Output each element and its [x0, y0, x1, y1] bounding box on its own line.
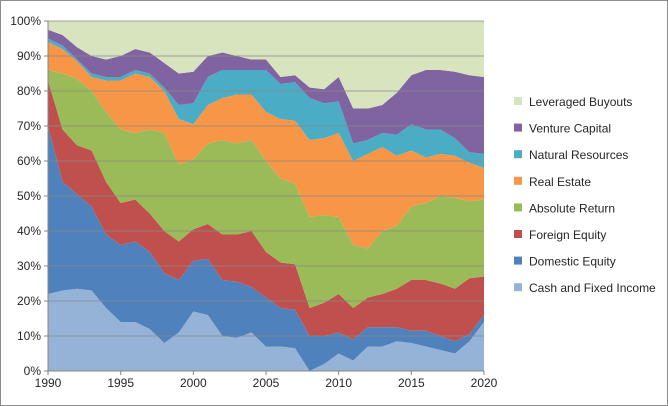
area-leveraged-buyouts — [48, 21, 484, 109]
axes: 0% 10% 20% 30% 40% 50% 60% 70% 80% 90% 100% 1990 199… — [10, 14, 497, 390]
legend-swatch-domestic-equity — [514, 256, 522, 265]
legend-swatch-venture-capital — [514, 123, 522, 132]
x-tick-label: 2020 — [471, 376, 498, 390]
area-layers — [48, 21, 484, 371]
legend-swatch-leveraged-buyouts — [514, 97, 522, 105]
y-tick-label: 100% — [10, 14, 41, 28]
y-tick-label: 90% — [17, 49, 41, 63]
legend-swatch-absolute-return — [514, 203, 522, 212]
y-tick-label: 80% — [17, 84, 41, 98]
legend-swatch-real-estate — [514, 176, 522, 185]
area-natural-resources — [48, 38, 484, 168]
legend: Leveraged Buyouts Venture Capital Natural … — [514, 95, 656, 295]
legend-label-real-estate: Real Estate — [529, 175, 591, 189]
area-domestic-equity — [48, 126, 484, 371]
x-tick-label: 2015 — [398, 376, 425, 390]
gridlines — [48, 20, 484, 337]
area-absolute-return — [48, 70, 484, 308]
area-cash-and-fixed-income — [48, 288, 484, 371]
y-tick-label: 50% — [17, 189, 41, 203]
y-tick-label: 10% — [17, 329, 41, 343]
y-tick-label: 40% — [17, 224, 41, 238]
x-tick-label: 1995 — [107, 376, 134, 390]
legend-swatch-foreign-equity — [514, 230, 522, 238]
y-tick-label: 30% — [17, 259, 41, 273]
legend-swatch-cash-and-fixed-income — [514, 283, 522, 292]
y-tick-label: 60% — [17, 154, 41, 168]
legend-label-foreign-equity: Foreign Equity — [529, 228, 606, 242]
legend-label-venture-capital: Venture Capital — [529, 122, 611, 136]
legend-label-leveraged-buyouts: Leveraged Buyouts — [529, 95, 632, 109]
y-tick-label: 70% — [17, 119, 41, 133]
area-foreign-equity — [48, 80, 484, 342]
y-tick-label: 20% — [17, 294, 41, 308]
x-tick-label: 2010 — [325, 376, 352, 390]
x-tick-label: 2005 — [253, 376, 280, 390]
legend-label-cash-and-fixed-income: Cash and Fixed Income — [529, 281, 656, 295]
x-tick-label: 2000 — [180, 376, 207, 390]
area-real-estate — [48, 42, 484, 249]
y-tick-label: 0% — [24, 364, 42, 378]
area-venture-capital — [48, 29, 484, 154]
x-tick-label: 1990 — [35, 376, 62, 390]
legend-label-absolute-return: Absolute Return — [529, 201, 615, 215]
legend-label-domestic-equity: Domestic Equity — [529, 255, 616, 269]
legend-label-natural-resources: Natural Resources — [529, 148, 628, 162]
legend-swatch-natural-resources — [514, 150, 522, 159]
